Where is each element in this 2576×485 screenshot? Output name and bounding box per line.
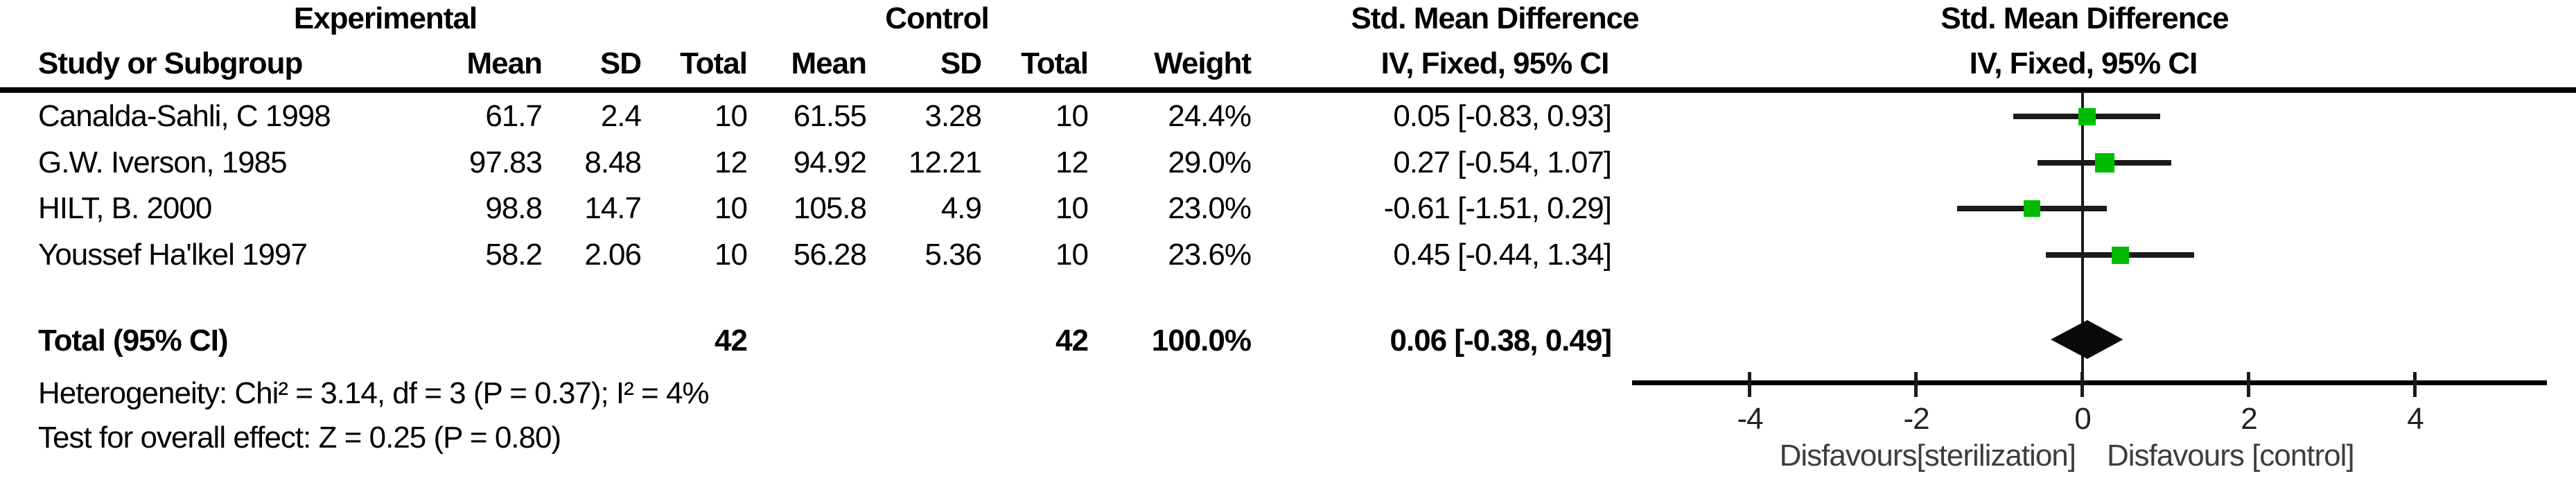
ctrl-sd: 4.9 xyxy=(940,191,982,225)
ctrl-total: 10 xyxy=(1055,191,1089,225)
study-name: G.W. Iverson, 1985 xyxy=(38,146,288,179)
exp-total: 10 xyxy=(715,191,748,225)
exp-mean: 58.2 xyxy=(485,238,543,272)
exp-mean: 98.8 xyxy=(485,191,543,225)
weight: 23.0% xyxy=(1168,191,1252,225)
effect-marker xyxy=(2023,200,2040,217)
weight: 24.4% xyxy=(1168,99,1252,133)
ci-text: 0.45 [-0.44, 1.34] xyxy=(1393,238,1612,272)
exp-sd: 14.7 xyxy=(584,191,642,225)
x-axis-tick-label: 0 xyxy=(2074,402,2091,436)
colheader-exp-total: Total xyxy=(680,46,748,80)
ctrl-mean: 94.92 xyxy=(793,146,867,179)
header-rule xyxy=(0,87,2576,93)
zero-line xyxy=(2081,91,2084,383)
x-axis-tick xyxy=(2247,372,2250,397)
ctrl-total: 10 xyxy=(1055,238,1089,272)
heterogeneity-note: Heterogeneity: Chi² = 3.14, df = 3 (P = … xyxy=(38,376,710,410)
ctrl-sd: 5.36 xyxy=(925,238,982,272)
exp-mean: 61.7 xyxy=(485,99,543,133)
total-diamond xyxy=(2051,320,2123,359)
ctrl-mean: 105.8 xyxy=(793,191,867,225)
x-axis-tick-label: 4 xyxy=(2407,402,2424,436)
x-axis-tick-label: -4 xyxy=(1737,402,1763,436)
exp-sd: 2.4 xyxy=(600,99,642,133)
header-smd-plot: Std. Mean Difference xyxy=(1940,1,2229,35)
axis-right-label: Disfavours [control] xyxy=(2107,439,2355,473)
weight: 29.0% xyxy=(1168,146,1252,179)
total-exp-total: 42 xyxy=(715,324,748,358)
colheader-exp-sd: SD xyxy=(599,46,642,80)
ci-text: 0.27 [-0.54, 1.07] xyxy=(1393,146,1612,179)
weight: 23.6% xyxy=(1168,238,1252,272)
total-ci: 0.06 [-0.38, 0.49] xyxy=(1390,324,1612,358)
exp-mean: 97.83 xyxy=(468,146,543,179)
exp-total: 10 xyxy=(715,99,748,133)
total-ctrl-total: 42 xyxy=(1055,324,1089,358)
x-axis-line xyxy=(1632,380,2547,385)
colheader-study: Study or Subgroup xyxy=(38,46,303,80)
x-axis-tick xyxy=(2080,372,2084,397)
overall-effect-note: Test for overall effect: Z = 0.25 (P = 0… xyxy=(38,421,561,455)
colheader-method-ci-plot: IV, Fixed, 95% CI xyxy=(1969,46,2198,80)
x-axis-tick-label: 2 xyxy=(2241,402,2257,436)
colheader-weight: Weight xyxy=(1154,46,1252,80)
ctrl-total: 10 xyxy=(1055,99,1089,133)
colheader-ctrl-total: Total xyxy=(1021,46,1089,80)
ci-text: -0.61 [-1.51, 0.29] xyxy=(1383,191,1612,225)
effect-marker xyxy=(2095,153,2115,173)
exp-sd: 2.06 xyxy=(584,238,642,272)
ci-text: 0.05 [-0.83, 0.93] xyxy=(1393,99,1612,133)
study-name: Canalda-Sahli, C 1998 xyxy=(38,99,331,133)
effect-marker xyxy=(2111,246,2129,264)
exp-total: 10 xyxy=(715,238,748,272)
x-axis-tick xyxy=(2413,372,2417,397)
colheader-method-ci: IV, Fixed, 95% CI xyxy=(1381,46,1610,80)
ctrl-mean: 56.28 xyxy=(793,238,867,272)
exp-total: 12 xyxy=(715,146,748,179)
x-axis-tick-label: -2 xyxy=(1903,402,1929,436)
ctrl-total: 12 xyxy=(1055,146,1089,179)
axis-left-label: Disfavours[sterilization] xyxy=(1779,439,2076,473)
header-control: Control xyxy=(885,1,989,35)
total-weight: 100.0% xyxy=(1151,324,1252,358)
header-experimental: Experimental xyxy=(293,1,477,35)
study-name: Youssef Ha'lkel 1997 xyxy=(38,238,308,272)
exp-sd: 8.48 xyxy=(584,146,642,179)
total-label: Total (95% CI) xyxy=(38,324,229,358)
colheader-exp-mean: Mean xyxy=(466,46,543,80)
x-axis-tick xyxy=(1914,372,1918,397)
effect-marker xyxy=(2078,107,2096,125)
study-name: HILT, B. 2000 xyxy=(38,191,212,225)
ctrl-mean: 61.55 xyxy=(793,99,867,133)
x-axis-tick xyxy=(1748,372,1751,397)
ctrl-sd: 3.28 xyxy=(925,99,982,133)
header-smd-table: Std. Mean Difference xyxy=(1351,1,1639,35)
colheader-ctrl-sd: SD xyxy=(940,46,982,80)
ctrl-sd: 12.21 xyxy=(908,146,982,179)
colheader-ctrl-mean: Mean xyxy=(791,46,867,80)
